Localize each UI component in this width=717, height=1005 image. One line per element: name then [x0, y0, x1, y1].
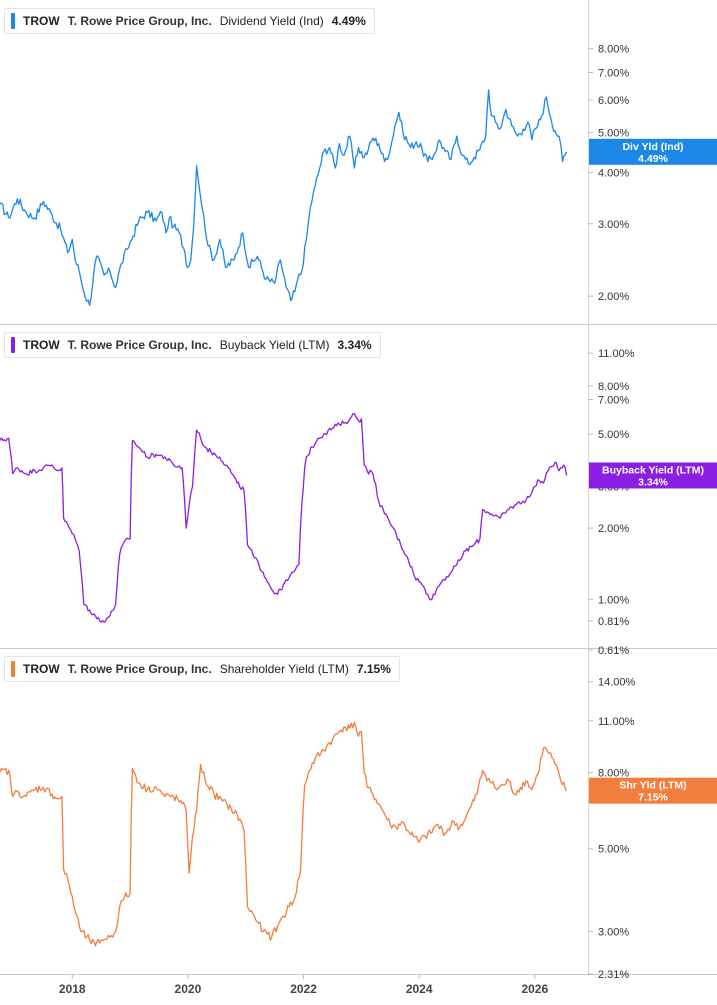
y-tick-label: 1.00%: [598, 594, 629, 606]
y-tick-label: 3.00%: [598, 219, 629, 231]
legend-metric: Buyback Yield (LTM): [219, 338, 330, 352]
y-tick-label: 6.00%: [598, 95, 629, 107]
y-tick-label: 2.00%: [598, 523, 629, 535]
badge-background: [589, 138, 717, 165]
legend-swatch: [11, 337, 15, 353]
current-value-badge: Buyback Yield (LTM)3.34%: [589, 462, 717, 489]
x-tick-label: 2018: [59, 982, 86, 996]
legend-value: 3.34%: [337, 338, 372, 352]
y-tick-label: 0.61%: [598, 645, 629, 657]
panel-3: 14.00%11.00%8.00%7.00%5.00%3.00%2.31%Shr…: [0, 677, 717, 981]
y-tick-label: 4.00%: [598, 167, 629, 179]
y-tick-label: 8.00%: [598, 767, 629, 779]
panel-2: 11.00%8.00%7.00%5.00%3.00%2.00%1.00%0.81…: [0, 348, 717, 657]
x-tick-label: 2026: [521, 982, 548, 996]
y-tick-label: 8.00%: [598, 44, 629, 56]
legend-swatch: [11, 13, 15, 29]
y-tick-label: 5.00%: [598, 429, 629, 441]
legend-value: 7.15%: [356, 662, 391, 676]
legend-swatch: [11, 661, 15, 677]
legend-company: T. Rowe Price Group, Inc.: [67, 338, 212, 352]
series-line: [0, 89, 568, 306]
x-axis: 2018 2020 2022 2024 2026: [59, 974, 548, 996]
y-tick-label: 2.00%: [598, 291, 629, 303]
legend-company: T. Rowe Price Group, Inc.: [67, 662, 212, 676]
legend-company: T. Rowe Price Group, Inc.: [67, 14, 212, 28]
series-line: [0, 412, 568, 623]
y-tick-label: 2.31%: [598, 969, 629, 981]
y-tick-label: 5.00%: [598, 844, 629, 856]
y-tick-label: 11.00%: [598, 348, 635, 360]
legend-metric: Shareholder Yield (LTM): [219, 662, 349, 676]
y-tick-label: 7.00%: [598, 395, 629, 407]
legend-ticker: TROW: [23, 14, 60, 28]
y-tick-label: 11.00%: [598, 716, 635, 728]
legend: TROW T. Rowe Price Group, Inc. Shareholder…: [4, 656, 400, 682]
legend: TROW T. Rowe Price Group, Inc. Dividend Yi…: [4, 8, 375, 34]
legend-ticker: TROW: [23, 338, 60, 352]
x-tick-label: 2022: [290, 982, 317, 996]
badge-value: 4.49%: [638, 153, 668, 165]
legend-metric: Dividend Yield (Ind): [219, 14, 324, 28]
current-value-badge: Shr Yld (LTM)7.15%: [589, 777, 717, 804]
series-line: [0, 721, 568, 947]
badge-label: Shr Yld (LTM): [619, 780, 686, 792]
y-tick-label: 14.00%: [598, 677, 636, 689]
x-tick-label: 2020: [175, 982, 202, 996]
badge-value: 3.34%: [638, 476, 668, 488]
badge-label: Buyback Yield (LTM): [602, 464, 704, 476]
y-tick-label: 8.00%: [598, 381, 629, 393]
badge-background: [589, 777, 717, 804]
legend-value: 4.49%: [331, 14, 366, 28]
current-value-badge: Div Yld (Ind)4.49%: [589, 138, 717, 165]
legend-ticker: TROW: [23, 662, 60, 676]
legend: TROW T. Rowe Price Group, Inc. Buyback Yie…: [4, 332, 381, 358]
y-tick-label: 3.00%: [598, 927, 629, 939]
y-tick-label: 7.00%: [598, 68, 629, 80]
y-tick-label: 5.00%: [598, 128, 629, 140]
y-tick-label: 0.81%: [598, 616, 629, 628]
badge-value: 7.15%: [638, 792, 668, 804]
x-tick-label: 2024: [406, 982, 433, 996]
panel-1: 8.00% 7.00% 6.00% 5.00% 4.00% 3.00% 2.00% Div Y…: [0, 44, 717, 306]
badge-label: Div Yld (Ind): [622, 141, 683, 153]
badge-background: [589, 462, 717, 489]
